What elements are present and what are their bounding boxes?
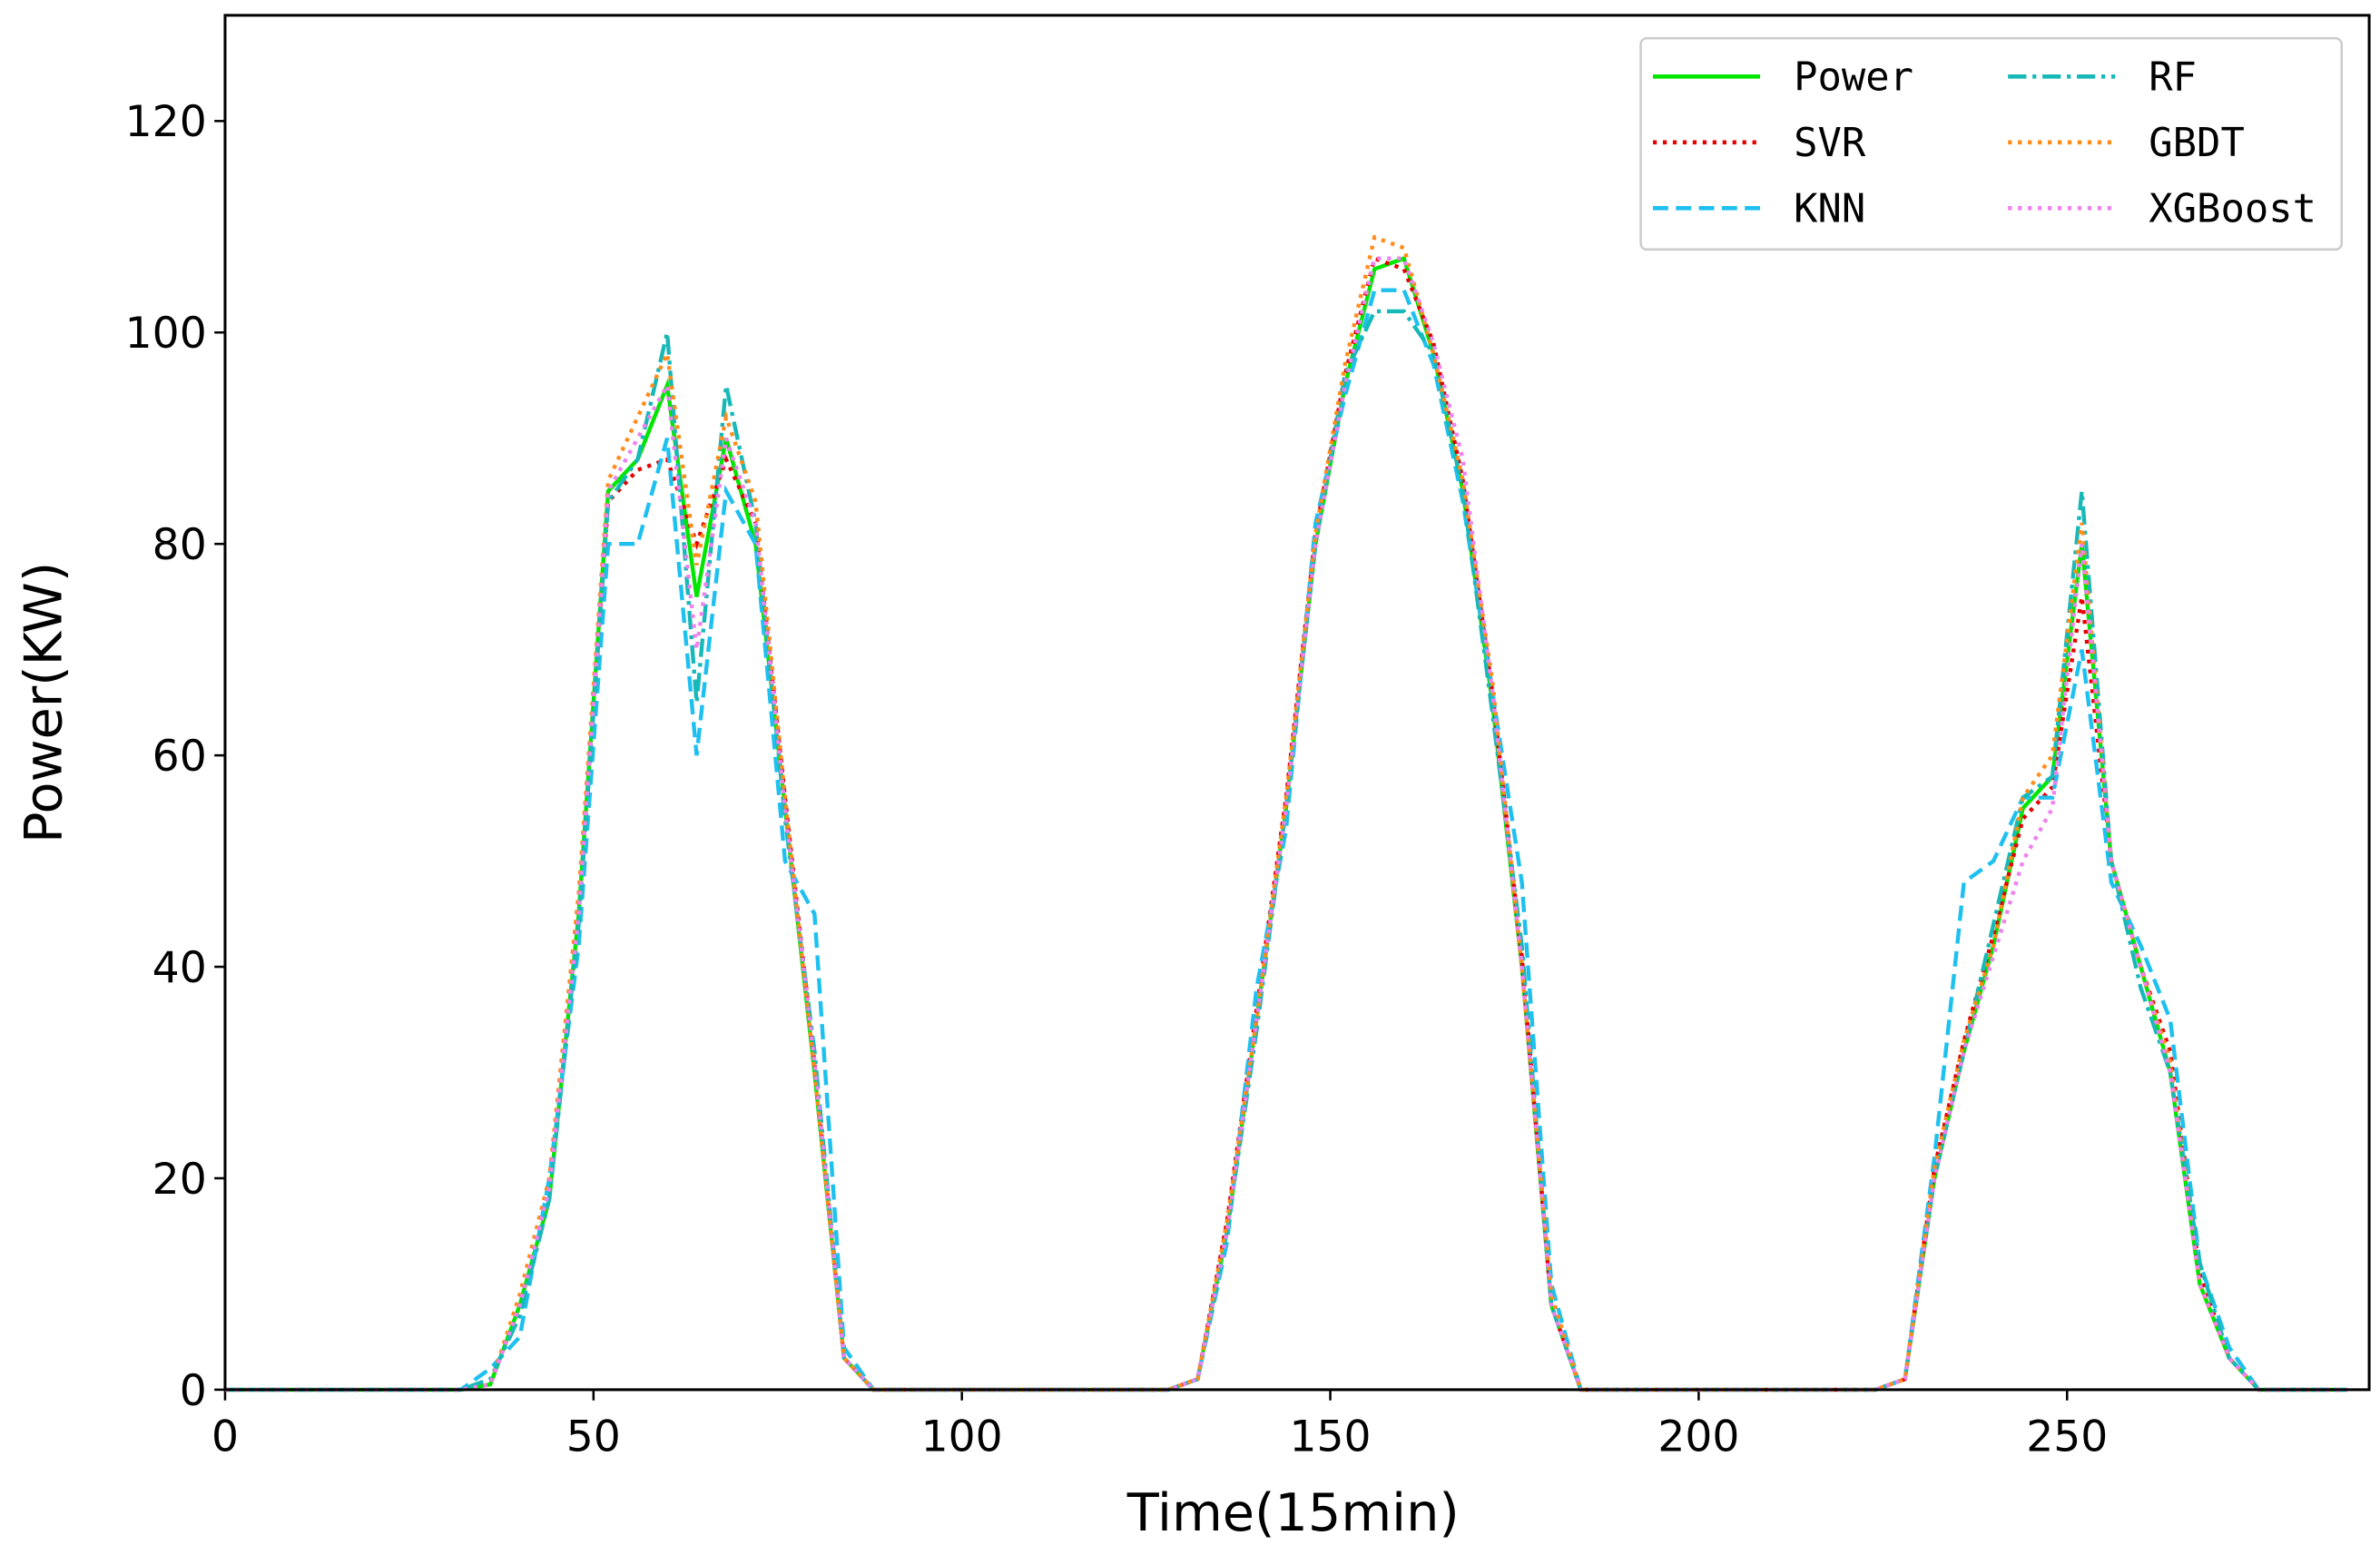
y-tick-label: 40 [152, 943, 207, 993]
x-tick-label: 0 [211, 1412, 239, 1462]
x-tick-label: 200 [1657, 1412, 1739, 1462]
legend-label: SVR [1794, 120, 1866, 166]
legend-label: KNN [1794, 185, 1865, 231]
y-tick-label: 60 [152, 732, 207, 782]
series-line [224, 288, 2347, 1393]
y-tick-label: 20 [152, 1155, 207, 1205]
legend-label: GBDT [2149, 120, 2245, 166]
series-line [224, 256, 2347, 1393]
series-line [224, 309, 2347, 1393]
y-axis-label: Power(KW) [14, 562, 74, 843]
plot-frame [223, 14, 2371, 1392]
x-axis-label: Time(15min) [1126, 1482, 1460, 1543]
x-tick-label: 250 [2026, 1412, 2108, 1462]
x-tick-label: 150 [1290, 1412, 1372, 1462]
legend-label: Power [1794, 54, 1913, 100]
legend-box [1639, 36, 2343, 251]
legend-label: RF [2149, 54, 2197, 100]
x-tick-label: 50 [566, 1412, 621, 1462]
y-tick-label: 0 [180, 1366, 207, 1416]
y-tick-label: 80 [152, 520, 207, 570]
legend-label: XGBoost [2149, 185, 2316, 231]
y-tick-label: 100 [125, 309, 207, 359]
y-tick-label: 120 [125, 97, 207, 147]
x-tick-label: 100 [921, 1412, 1003, 1462]
